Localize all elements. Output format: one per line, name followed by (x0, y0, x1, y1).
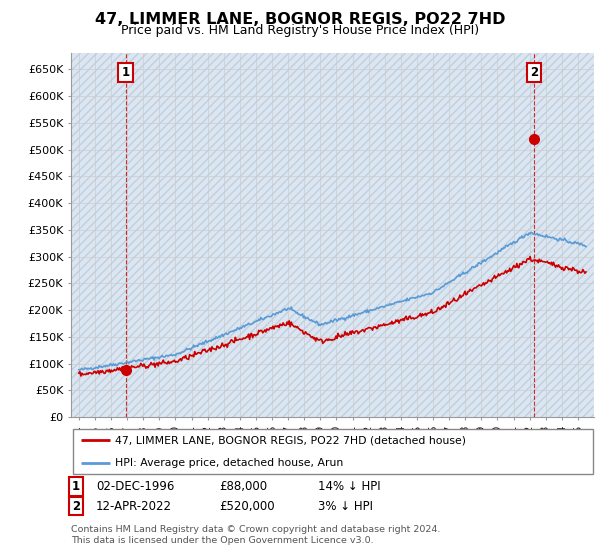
Text: 14% ↓ HPI: 14% ↓ HPI (318, 480, 380, 493)
Bar (71, 53, 594, 417)
Text: 02-DEC-1996: 02-DEC-1996 (96, 480, 175, 493)
FancyBboxPatch shape (73, 429, 593, 474)
Text: 47, LIMMER LANE, BOGNOR REGIS, PO22 7HD (detached house): 47, LIMMER LANE, BOGNOR REGIS, PO22 7HD … (115, 435, 466, 445)
Text: 2: 2 (72, 500, 80, 512)
Text: 1: 1 (122, 66, 130, 79)
Bar (71, 53, 594, 417)
Text: 47, LIMMER LANE, BOGNOR REGIS, PO22 7HD: 47, LIMMER LANE, BOGNOR REGIS, PO22 7HD (95, 12, 505, 27)
Text: 1: 1 (72, 480, 80, 493)
Text: Price paid vs. HM Land Registry's House Price Index (HPI): Price paid vs. HM Land Registry's House … (121, 24, 479, 37)
Text: 2: 2 (530, 66, 538, 79)
Text: HPI: Average price, detached house, Arun: HPI: Average price, detached house, Arun (115, 458, 344, 468)
Text: 12-APR-2022: 12-APR-2022 (96, 500, 172, 512)
Text: £520,000: £520,000 (219, 500, 275, 512)
Text: Contains HM Land Registry data © Crown copyright and database right 2024.
This d: Contains HM Land Registry data © Crown c… (71, 525, 440, 545)
Text: 3% ↓ HPI: 3% ↓ HPI (318, 500, 373, 512)
Text: £88,000: £88,000 (219, 480, 267, 493)
